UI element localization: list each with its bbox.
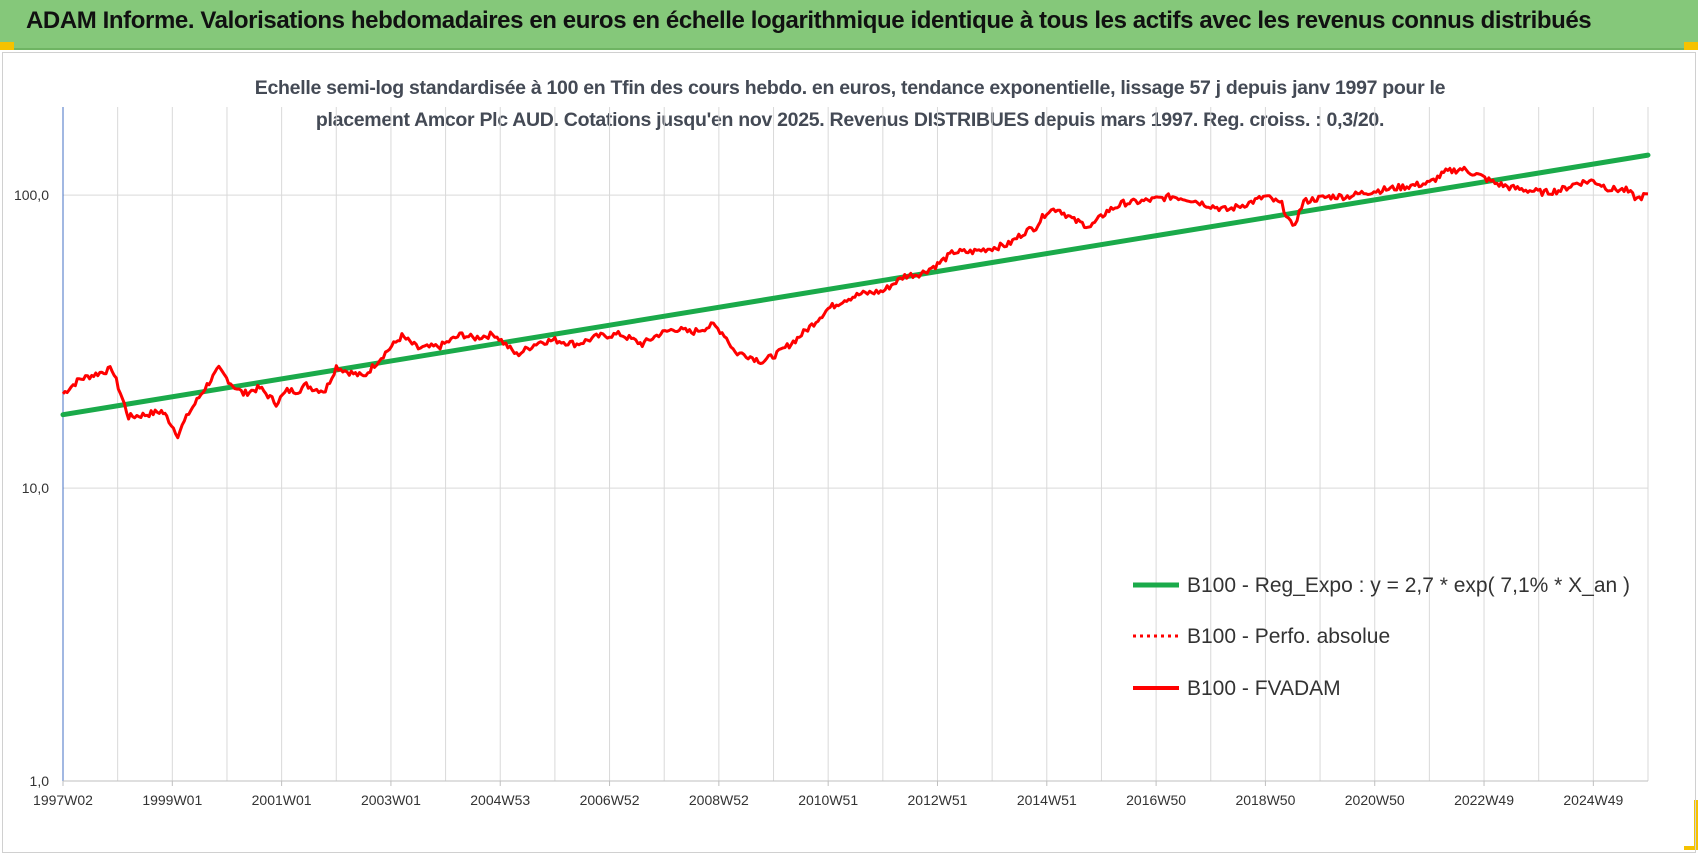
chart-frame <box>2 52 1696 853</box>
legend-label: B100 - FVADAM <box>1187 677 1341 700</box>
x-tick-label: 2018W50 <box>1235 792 1295 808</box>
corner-mark-bottom-right-h <box>1684 846 1698 850</box>
x-tick-label: 1997W02 <box>33 792 93 808</box>
corner-mark-right <box>1684 42 1698 50</box>
legend-label: B100 - Perfo. absolue <box>1187 625 1390 648</box>
regression-line <box>60 152 1651 418</box>
header-title: ADAM Informe. Valorisations hebdomadaire… <box>26 7 1592 34</box>
x-tick-label: 2024W49 <box>1563 792 1623 808</box>
corner-mark-left <box>0 42 14 50</box>
y-tick-label: 1,0 <box>30 773 50 789</box>
y-tick-labels: 1,0 10,0 100,0 <box>14 187 49 789</box>
axes <box>62 107 1648 786</box>
x-tick-label: 2012W51 <box>908 792 968 808</box>
x-tick-label: 2006W52 <box>580 792 640 808</box>
x-tick-label: 2016W50 <box>1126 792 1186 808</box>
x-tick-label: 2014W51 <box>1017 792 1077 808</box>
x-tick-label: 2003W01 <box>361 792 421 808</box>
corner-mark-bottom-right <box>1694 800 1698 850</box>
x-tick-label: 2022W49 <box>1454 792 1514 808</box>
fvadam-line <box>61 165 1649 440</box>
x-tick-label: 2020W50 <box>1345 792 1405 808</box>
y-tick-label: 100,0 <box>14 187 49 203</box>
x-tick-label: 2001W01 <box>252 792 312 808</box>
header-banner: ADAM Informe. Valorisations hebdomadaire… <box>0 0 1698 50</box>
x-tick-label: 2010W51 <box>798 792 858 808</box>
chart-title-line-2: placement Amcor Plc AUD. Cotations jusqu… <box>315 109 1385 131</box>
vertical-gridlines <box>62 107 1649 781</box>
legend: B100 - Reg_Expo : y = 2,7 * exp( 7,1% * … <box>1133 574 1630 700</box>
x-tick-labels: 1997W02 1999W01 2001W01 2003W01 2004W53 2006W… <box>33 792 1623 808</box>
series-lines <box>60 152 1651 440</box>
x-tick-label: 2008W52 <box>689 792 749 808</box>
chart-title-line-1: Echelle semi-log standardisée à 100 en T… <box>254 77 1446 99</box>
y-tick-label: 10,0 <box>22 480 49 496</box>
legend-label: B100 - Reg_Expo : y = 2,7 * exp( 7,1% * … <box>1187 574 1630 597</box>
x-tick-label: 1999W01 <box>142 792 202 808</box>
x-tick-label: 2004W53 <box>470 792 530 808</box>
